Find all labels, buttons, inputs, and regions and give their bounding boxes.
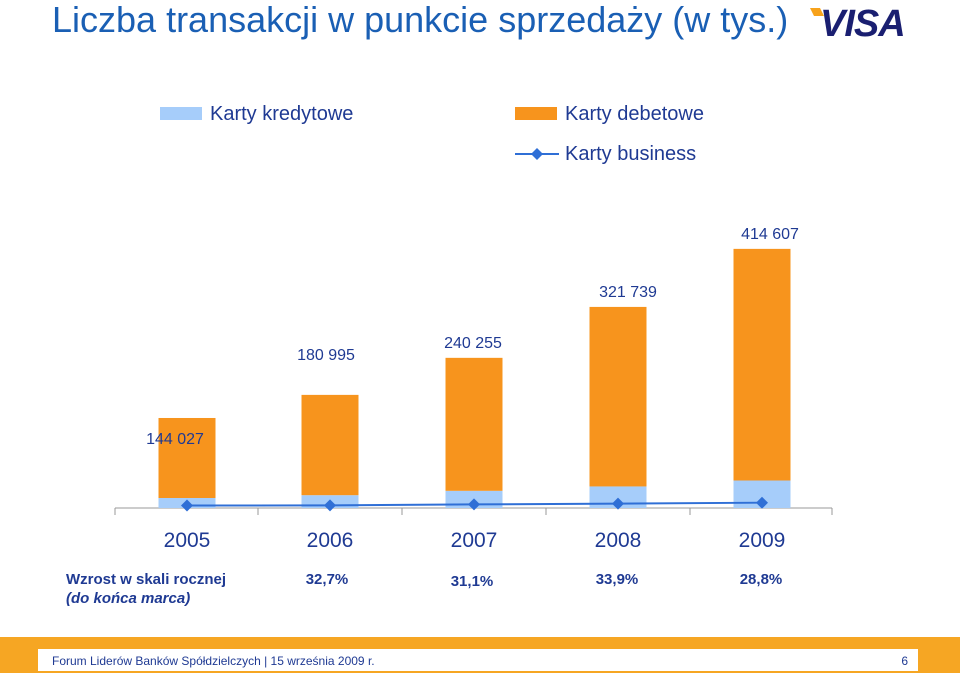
transactions-chart: 144 027 2005 180 995 2006 240 255 2007 321 739… <box>114 226 833 590</box>
legend-swatch-kredytowe <box>160 107 202 120</box>
point-business-2008 <box>612 497 624 510</box>
legend-swatch-debetowe <box>515 107 557 120</box>
point-business-2005 <box>181 499 193 512</box>
bar-debetowe-2006 <box>301 394 359 496</box>
growth-value-2007: 31,1% <box>451 573 494 590</box>
growth-value-2008: 33,9% <box>596 571 639 588</box>
growth-note: Wzrost w skali rocznej (do końca marca) <box>66 570 226 608</box>
total-label-2008: 321 739 <box>599 284 657 301</box>
legend-label-business: Karty business <box>565 143 697 165</box>
page-title: Liczba transakcji w punkcie sprzedaży (w… <box>52 0 789 40</box>
x-tick-label-2009: 2009 <box>739 529 786 552</box>
growth-value-2006: 32,7% <box>306 571 349 588</box>
total-label-2007: 240 255 <box>444 335 502 352</box>
visa-logo: VISA <box>810 3 906 42</box>
point-business-2006 <box>324 499 336 512</box>
page-number: 6 <box>901 654 908 668</box>
x-tick-label-2008: 2008 <box>595 529 642 552</box>
total-label-2009: 414 607 <box>741 226 799 243</box>
point-business-2007 <box>468 498 480 511</box>
growth-note-line2: (do końca marca) <box>66 590 191 607</box>
x-tick-label-2005: 2005 <box>164 529 211 552</box>
growth-value-2009: 28,8% <box>740 571 783 588</box>
footer-text: Forum Liderów Banków Spółdzielczych | 15… <box>52 654 375 668</box>
footer-bar: Forum Liderów Banków Spółdzielczych | 15… <box>0 637 960 673</box>
growth-note-line1: Wzrost w skali rocznej <box>66 571 227 588</box>
footer-inner: Forum Liderów Banków Spółdzielczych | 15… <box>38 649 918 671</box>
total-label-2005: 144 027 <box>146 431 204 448</box>
bar-debetowe-2005 <box>158 417 216 498</box>
x-tick-label-2006: 2006 <box>307 529 354 552</box>
bar-debetowe-2008 <box>589 306 647 487</box>
legend-swatch-business <box>515 148 559 160</box>
point-business-2009 <box>756 496 768 509</box>
bar-debetowe-2009 <box>733 248 791 481</box>
legend-label-debetowe: Karty debetowe <box>565 103 704 125</box>
bar-debetowe-2007 <box>445 357 503 491</box>
x-tick-label-2007: 2007 <box>451 529 498 552</box>
legend-label-kredytowe: Karty kredytowe <box>210 103 354 125</box>
svg-text:VISA: VISA <box>820 3 905 42</box>
total-label-2006: 180 995 <box>297 347 355 364</box>
